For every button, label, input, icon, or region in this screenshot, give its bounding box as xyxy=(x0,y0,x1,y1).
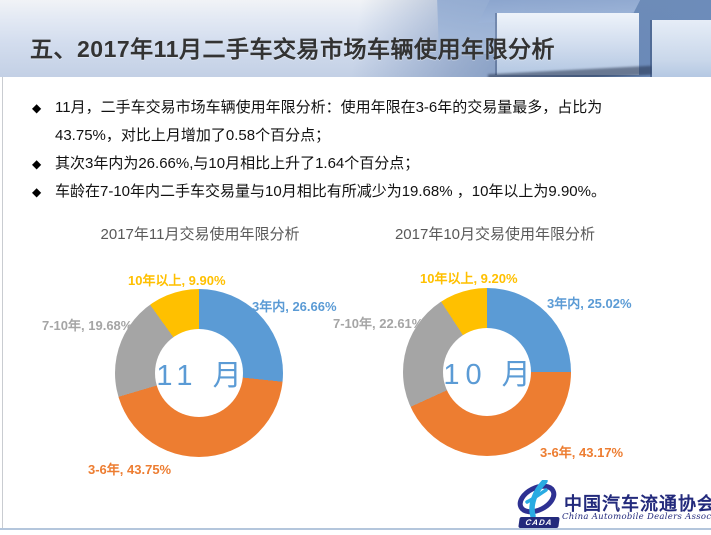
bullet-text: 车龄在7-10年内二手车交易量与10月相比有所减少为19.68% ，10年以上为… xyxy=(55,183,606,200)
donut-hole xyxy=(155,329,243,417)
slice-label-3-6y: 3-6年, 43.75% xyxy=(88,462,172,477)
donut-hole xyxy=(443,328,531,416)
diamond-bullet-icon: ◆ xyxy=(32,185,42,199)
slice-label-3-6y: 3-6年, 43.17% xyxy=(540,445,624,460)
slice-label-over-10y: 10年以上, 9.90% xyxy=(128,273,226,288)
diamond-bullet-icon: ◆ xyxy=(32,157,42,171)
donut-chart-november: 2017年11月交易使用年限分析 11 月 10年以上, 9.90% 3年内, … xyxy=(20,218,365,480)
donut-center-label: 10 月 xyxy=(443,359,537,391)
slice-label-7-10y: 7-10年, 19.68% xyxy=(42,318,133,333)
cada-logo-mark-icon xyxy=(517,480,557,518)
slice-label-under-3y: 3年内, 26.66% xyxy=(252,299,337,314)
bullet-text: 其次3年内为26.66%,与10月相比上升了1.64个百分点； xyxy=(55,155,420,172)
bullet-item: ◆ 11月，二手车交易市场车辆使用年限分析：使用年限在3-6年的交易量最多，占比… xyxy=(30,94,690,150)
bullet-list: ◆ 11月，二手车交易市场车辆使用年限分析：使用年限在3-6年的交易量最多，占比… xyxy=(30,94,690,206)
title-bar: 五、2017年11月二手车交易市场车辆使用年限分析 xyxy=(0,0,711,77)
diamond-bullet-icon: ◆ xyxy=(32,101,42,115)
logo-org-name-cn: 中国汽车流通协会 xyxy=(564,494,711,514)
slide-title: 五、2017年11月二手车交易市场车辆使用年限分析 xyxy=(30,36,555,62)
bullet-text: 43.75%，对比上月增加了0.58个百分点； xyxy=(55,127,331,144)
left-border-line xyxy=(2,77,3,529)
slice-label-over-10y: 10年以上, 9.20% xyxy=(420,271,518,286)
bullet-text: 11月，二手车交易市场车辆使用年限分析：使用年限在3-6年的交易量最多，占比为 xyxy=(55,99,603,116)
cada-badge: CADA xyxy=(518,517,560,528)
chart-title-october: 2017年10月交易使用年限分析 xyxy=(394,226,596,243)
logo-org-name-en: China Automobile Dealers Association xyxy=(562,512,711,522)
slice-label-7-10y: 7-10年, 22.61% xyxy=(333,316,424,331)
cube-decoration xyxy=(497,13,639,75)
slice-label-under-3y: 3年内, 25.02% xyxy=(547,296,632,311)
bullet-item: ◆ 其次3年内为26.66%,与10月相比上升了1.64个百分点； xyxy=(30,150,690,178)
donut-chart-october: 2017年10月交易使用年限分析 10 月 10年以上, 9.20% 3年内, … xyxy=(330,218,690,480)
cada-logo: CADA 中国汽车流通协会 China Automobile Dealers A… xyxy=(514,478,711,528)
chart-title-november: 2017年11月交易使用年限分析 xyxy=(100,226,300,243)
donut-november: 11 月 xyxy=(115,289,283,457)
bullet-item: ◆ 车龄在7-10年内二手车交易量与10月相比有所减少为19.68% ，10年以… xyxy=(30,178,690,206)
footer-divider xyxy=(0,528,711,530)
donut-october: 10 月 xyxy=(403,288,571,456)
cube-decoration xyxy=(652,20,711,77)
donut-center-label: 11 月 xyxy=(156,360,248,392)
